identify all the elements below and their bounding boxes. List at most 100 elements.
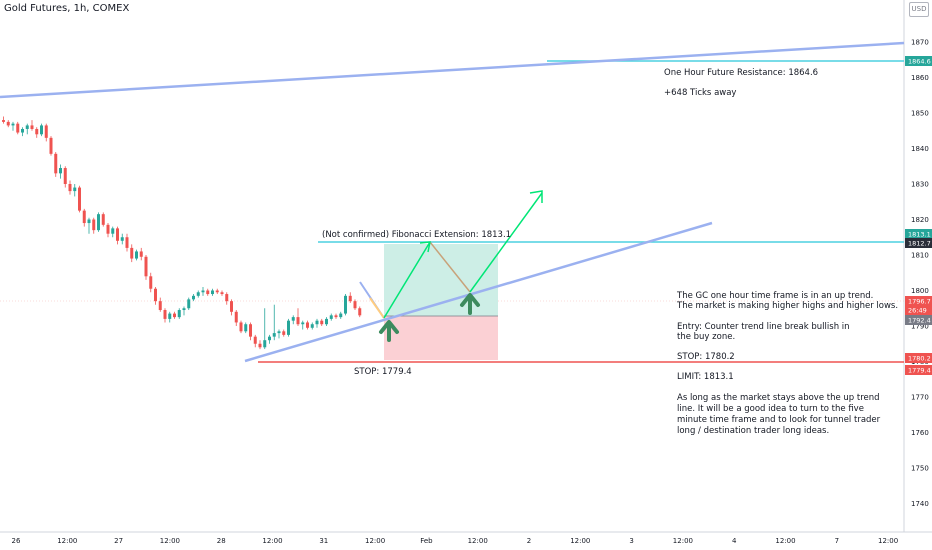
candle-body — [249, 324, 252, 337]
candle-body — [130, 247, 134, 259]
candle-body — [25, 125, 29, 129]
price-tick-label: 1820 — [911, 216, 929, 224]
candle-body — [101, 214, 105, 225]
note-line-9: minute time frame and to look for tunnel… — [677, 415, 881, 425]
candle-body — [87, 219, 91, 224]
time-tick-label: 12:00 — [570, 537, 590, 545]
candle-body — [320, 320, 324, 325]
candle-body — [325, 318, 328, 325]
price-badge — [905, 365, 932, 375]
candle-body — [272, 333, 276, 337]
buy-arrow-1-icon — [379, 320, 399, 342]
symbol-title[interactable]: Gold Futures, 1h, COMEX — [4, 3, 130, 14]
time-tick-label: 12:00 — [878, 537, 898, 545]
price-badge — [905, 315, 932, 325]
candle-body — [344, 295, 347, 314]
fib-extension-label: (Not confirmed) Fibonacci Extension: 181… — [322, 230, 511, 240]
note-line-4: the buy zone. — [677, 332, 736, 342]
price-badge — [905, 229, 932, 239]
candle-body — [97, 214, 100, 231]
time-tick-label: 28 — [217, 537, 226, 545]
price-tick-label: 1750 — [911, 465, 929, 473]
candle-body — [144, 256, 148, 277]
price-badge — [905, 56, 932, 66]
note-line-6: LIMIT: 1813.1 — [677, 372, 734, 382]
price-axis-labels: 1870 1860 1850 1840 1830 1820 1810 1800 1790 1780… — [911, 39, 929, 509]
candle-body — [54, 153, 58, 174]
candle-body — [329, 315, 333, 319]
candle-body — [21, 128, 24, 133]
candle-body — [348, 295, 352, 302]
time-tick-label: 12:00 — [160, 537, 180, 545]
candle-body — [35, 128, 39, 135]
projection-up-2 — [469, 192, 543, 293]
currency-badge[interactable]: USD — [909, 2, 929, 17]
price-badge — [905, 353, 932, 363]
projection-up-1 — [383, 241, 431, 319]
candle-body — [92, 219, 96, 231]
price-tick-label: 1860 — [911, 74, 929, 82]
candle-body — [163, 310, 167, 319]
note-line-7: As long as the market stays above the up… — [677, 393, 880, 403]
candle-body — [158, 301, 162, 311]
stop-label: STOP: 1779.4 — [354, 367, 412, 377]
time-tick-label: 2 — [527, 537, 531, 545]
note-line-2: The market is making higher highs and hi… — [677, 301, 899, 311]
price-badge-label: 1812.7 — [908, 240, 931, 248]
candle-body — [220, 292, 224, 295]
candle-body — [301, 322, 305, 325]
candle-body — [139, 251, 143, 257]
price-tick-label: 1840 — [911, 145, 929, 153]
price-badge-label: 1864.6 — [908, 58, 931, 66]
candle-body — [149, 276, 153, 289]
candle-body — [173, 313, 176, 318]
candle-body — [82, 210, 86, 224]
candle-body — [258, 343, 262, 348]
time-tick-label: 12:00 — [365, 537, 385, 545]
candle-body — [234, 311, 238, 323]
candle-body — [201, 290, 205, 293]
candle-body — [6, 121, 10, 126]
price-tick-label: 1770 — [911, 394, 929, 402]
long-trend-line — [0, 41, 905, 99]
candle-body — [244, 324, 248, 332]
candle-body — [135, 251, 138, 259]
candle-body — [49, 137, 53, 154]
price-badge-label: 26:49 — [908, 307, 927, 315]
time-tick-label: 26 — [12, 537, 21, 545]
candle-body — [11, 123, 15, 126]
price-badge-label: 1792.4 — [908, 317, 931, 325]
candle-body — [315, 320, 319, 325]
price-badge-label: 1796.7 — [908, 298, 931, 306]
resistance-label: One Hour Future Resistance: 1864.6 — [664, 68, 818, 78]
price-tick-label: 1800 — [911, 287, 929, 295]
candle-body — [40, 125, 43, 135]
candle-body — [263, 340, 267, 348]
candle-body — [306, 322, 309, 328]
candle-body — [215, 290, 219, 293]
projection-down — [429, 241, 471, 293]
time-tick-label: 12:00 — [673, 537, 693, 545]
candle-body — [334, 315, 338, 318]
candle-body — [78, 187, 81, 211]
candle-body — [16, 123, 20, 133]
time-tick-label: 7 — [835, 537, 839, 545]
candle-body — [106, 224, 110, 234]
candle-body — [291, 317, 295, 321]
price-tick-label: 1740 — [911, 500, 929, 508]
candle-body — [125, 237, 129, 248]
price-badge-label: 1780.2 — [908, 355, 931, 363]
note-line-1: The GC one hour time frame is in an up t… — [677, 291, 874, 301]
candle-body — [339, 313, 343, 318]
price-tick-label: 1790 — [911, 323, 929, 331]
time-tick-label: 4 — [732, 537, 737, 545]
time-tick-label: 12:00 — [262, 537, 282, 545]
price-badge — [905, 296, 932, 306]
candle-body — [63, 168, 67, 184]
price-tick-label: 1810 — [911, 252, 929, 260]
price-tick-label: 1830 — [911, 181, 929, 189]
candle-body — [268, 336, 271, 341]
time-tick-label: 12:00 — [57, 537, 77, 545]
price-badge — [905, 305, 932, 315]
